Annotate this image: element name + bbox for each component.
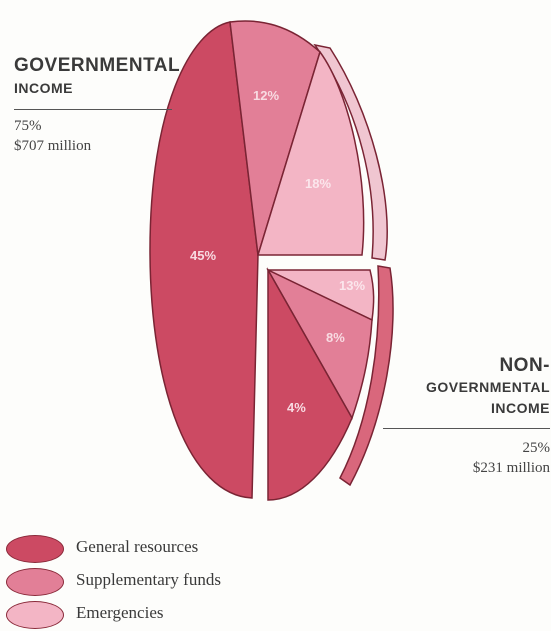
slice-nongovernmental-supplementary-funds [266,268,373,420]
amount-label: $231 million [472,460,550,476]
slice-label: 18% [305,176,331,191]
heading-line-2-wrap: income [14,79,184,98]
nongovernmental-values: 25% $231 million [473,438,550,478]
governmental-values: 75% $707 million [14,116,91,156]
legend-label: General resources [76,537,199,556]
slice-label: 13% [339,278,365,293]
heading-line-2-wrap: governmental [383,377,550,398]
heading-line: Governmental [14,55,181,76]
legend-item: Supplementary funds [6,564,306,596]
slice-governmental-general-resources [149,21,259,499]
pie-rim [313,43,388,261]
governmental-income-callout: Governmental income 75% $707 million [14,54,184,154]
heading-line: governmental [426,379,550,395]
heading-line: income [14,80,73,96]
divider [383,428,550,429]
heading-line-3-wrap: income [383,398,550,419]
slice-label: 4% [287,400,306,415]
legend-label: Supplementary funds [76,570,221,589]
percent-label: 75% [14,118,42,134]
heading-line: Non- [499,355,550,376]
divider [14,109,172,110]
percent-label: 25% [522,440,551,456]
slice-label: 45% [190,248,216,263]
legend-swatch [6,601,64,629]
legend-label: Emergencies [76,603,164,622]
pie-rim-lower [339,265,394,487]
heading-line-1-wrap: Non- [383,356,550,377]
slice-governmental-emergencies [256,50,365,256]
legend-item: General resources [6,531,306,563]
legend-swatch [6,535,64,563]
governmental-income-heading: Governmental [14,54,184,79]
amount-label: $707 million [14,138,92,154]
slice-label: 12% [253,88,279,103]
heading-line: income [491,400,550,416]
legend-item: Emergencies [6,597,306,629]
slice-nongovernmental-general-resources [267,267,353,501]
nongovernmental-income-callout: Non- governmental income 25% $231 millio… [383,356,550,476]
slice-label: 8% [326,330,345,345]
legend-swatch [6,568,64,596]
